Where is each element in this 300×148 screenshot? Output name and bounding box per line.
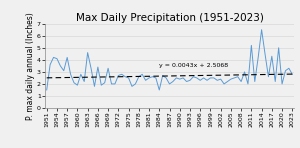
Text: y = 0.0043x + 2.5068: y = 0.0043x + 2.5068 bbox=[159, 63, 228, 68]
Y-axis label: P. max daily annual (Inches): P. max daily annual (Inches) bbox=[26, 12, 35, 120]
Title: Max Daily Precipitation (1951-2023): Max Daily Precipitation (1951-2023) bbox=[76, 13, 263, 23]
